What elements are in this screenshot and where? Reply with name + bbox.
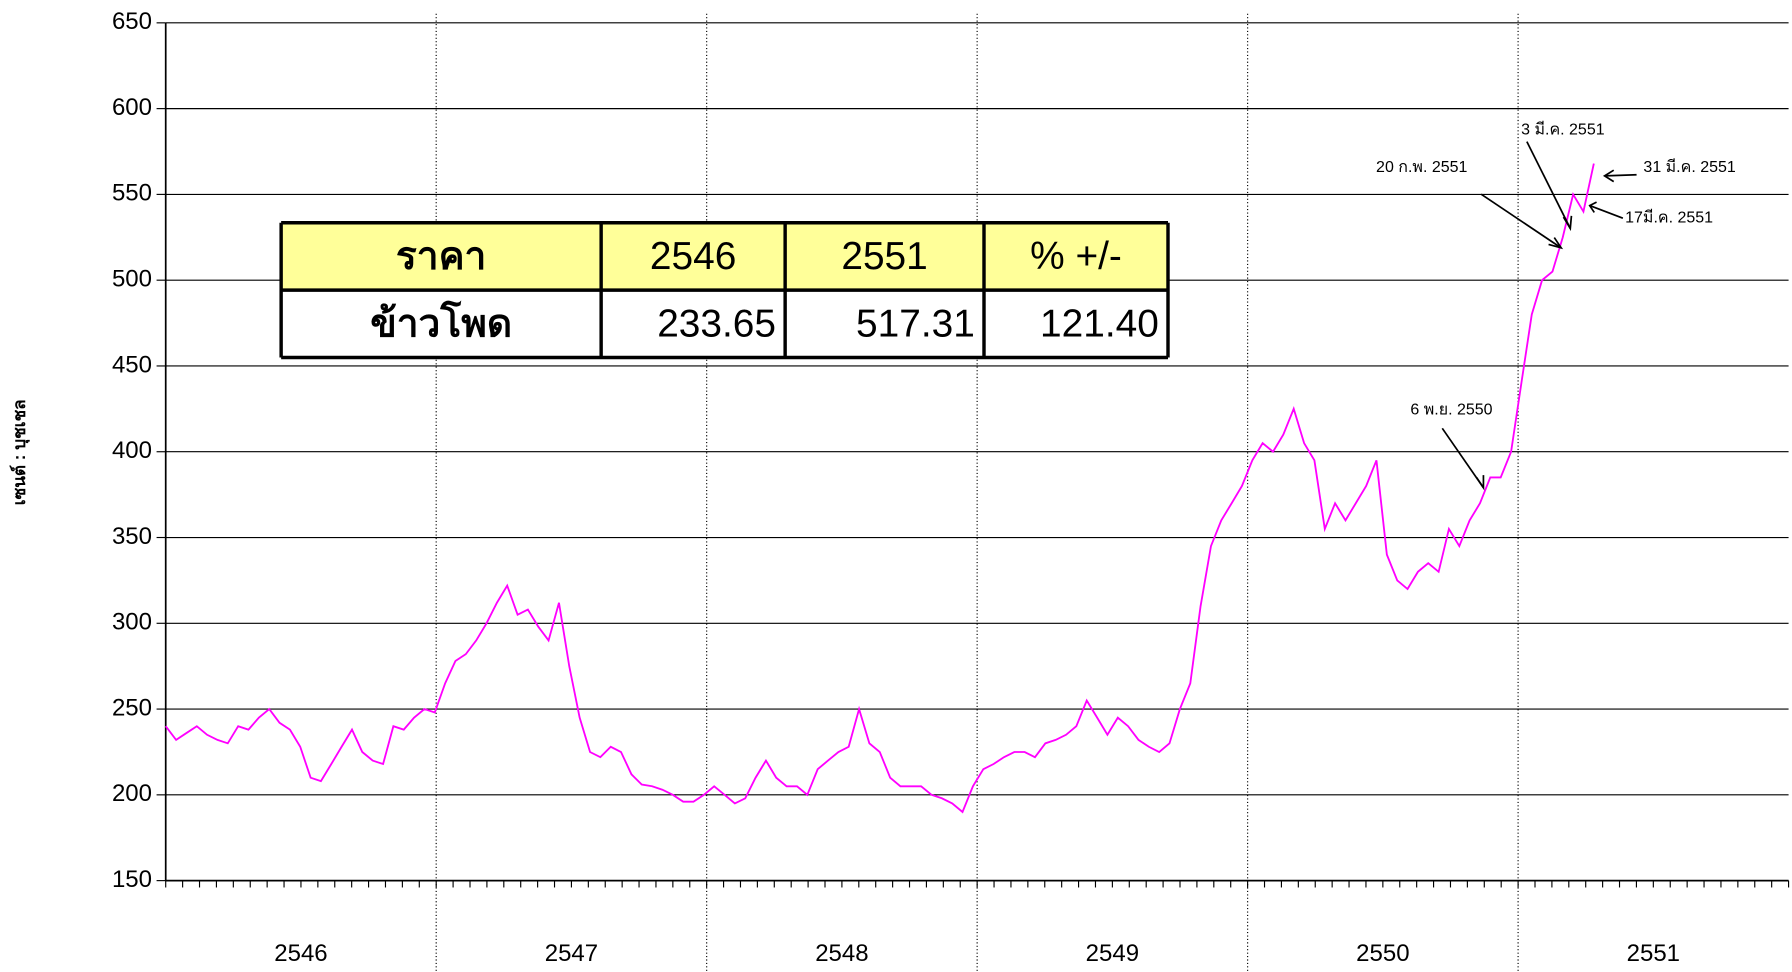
- price-line: [164, 163, 1595, 814]
- table-cell: 121.40: [1040, 302, 1159, 345]
- x-tick-label: 2548: [815, 940, 868, 967]
- price-table: ราคา 2546 2551 % +/- ข้าวโพด 233.65 517.31 121.…: [279, 221, 1170, 360]
- y-tick-label: 150: [112, 866, 152, 893]
- table-cell: ข้าวโพด: [370, 300, 512, 345]
- table-cell: % +/-: [1030, 235, 1122, 278]
- annotation: 3 มี.ค. 2551: [1521, 120, 1605, 138]
- y-tick-label: 550: [112, 180, 152, 207]
- table-cell: ราคา: [396, 235, 486, 278]
- table-cell: 233.65: [657, 302, 776, 345]
- annotation: 17มี.ค. 2551: [1625, 208, 1713, 226]
- x-tick-label: 2549: [1086, 940, 1139, 967]
- y-tick-label: 600: [112, 94, 152, 121]
- y-tick-label: 500: [112, 266, 152, 293]
- x-tick-label: 2547: [545, 940, 598, 967]
- plot: 150 200 250 300 350 400 450 500 550 600 650 2546 254…: [112, 8, 1790, 972]
- y-tick-label: 400: [112, 437, 152, 464]
- y-tick-label: 650: [112, 8, 152, 35]
- table-header-bg: [281, 222, 1169, 291]
- x-tick-label: 2546: [274, 940, 327, 967]
- x-tick-label: 2550: [1356, 940, 1409, 967]
- y-tick-label: 200: [112, 780, 152, 807]
- y-tick-label: 450: [112, 351, 152, 378]
- y-axis-label: เซนต์ : บุชเชล: [9, 399, 30, 505]
- annotation: 20 ก.พ. 2551: [1376, 159, 1467, 176]
- annotation: 31 มี.ค. 2551: [1643, 158, 1735, 176]
- x-tick-label: 2551: [1627, 940, 1680, 967]
- y-tick-label: 300: [112, 609, 152, 636]
- y-tick-label: 250: [112, 694, 152, 721]
- table-cell: 517.31: [856, 302, 975, 345]
- table-body-bg: [281, 290, 1169, 358]
- y-tick-label: 350: [112, 523, 152, 550]
- table-cell: 2551: [841, 235, 927, 278]
- annotation-arrows: [1441, 141, 1637, 491]
- annotation: 6 พ.ย. 2550: [1410, 401, 1492, 418]
- table-cell: 2546: [650, 235, 736, 278]
